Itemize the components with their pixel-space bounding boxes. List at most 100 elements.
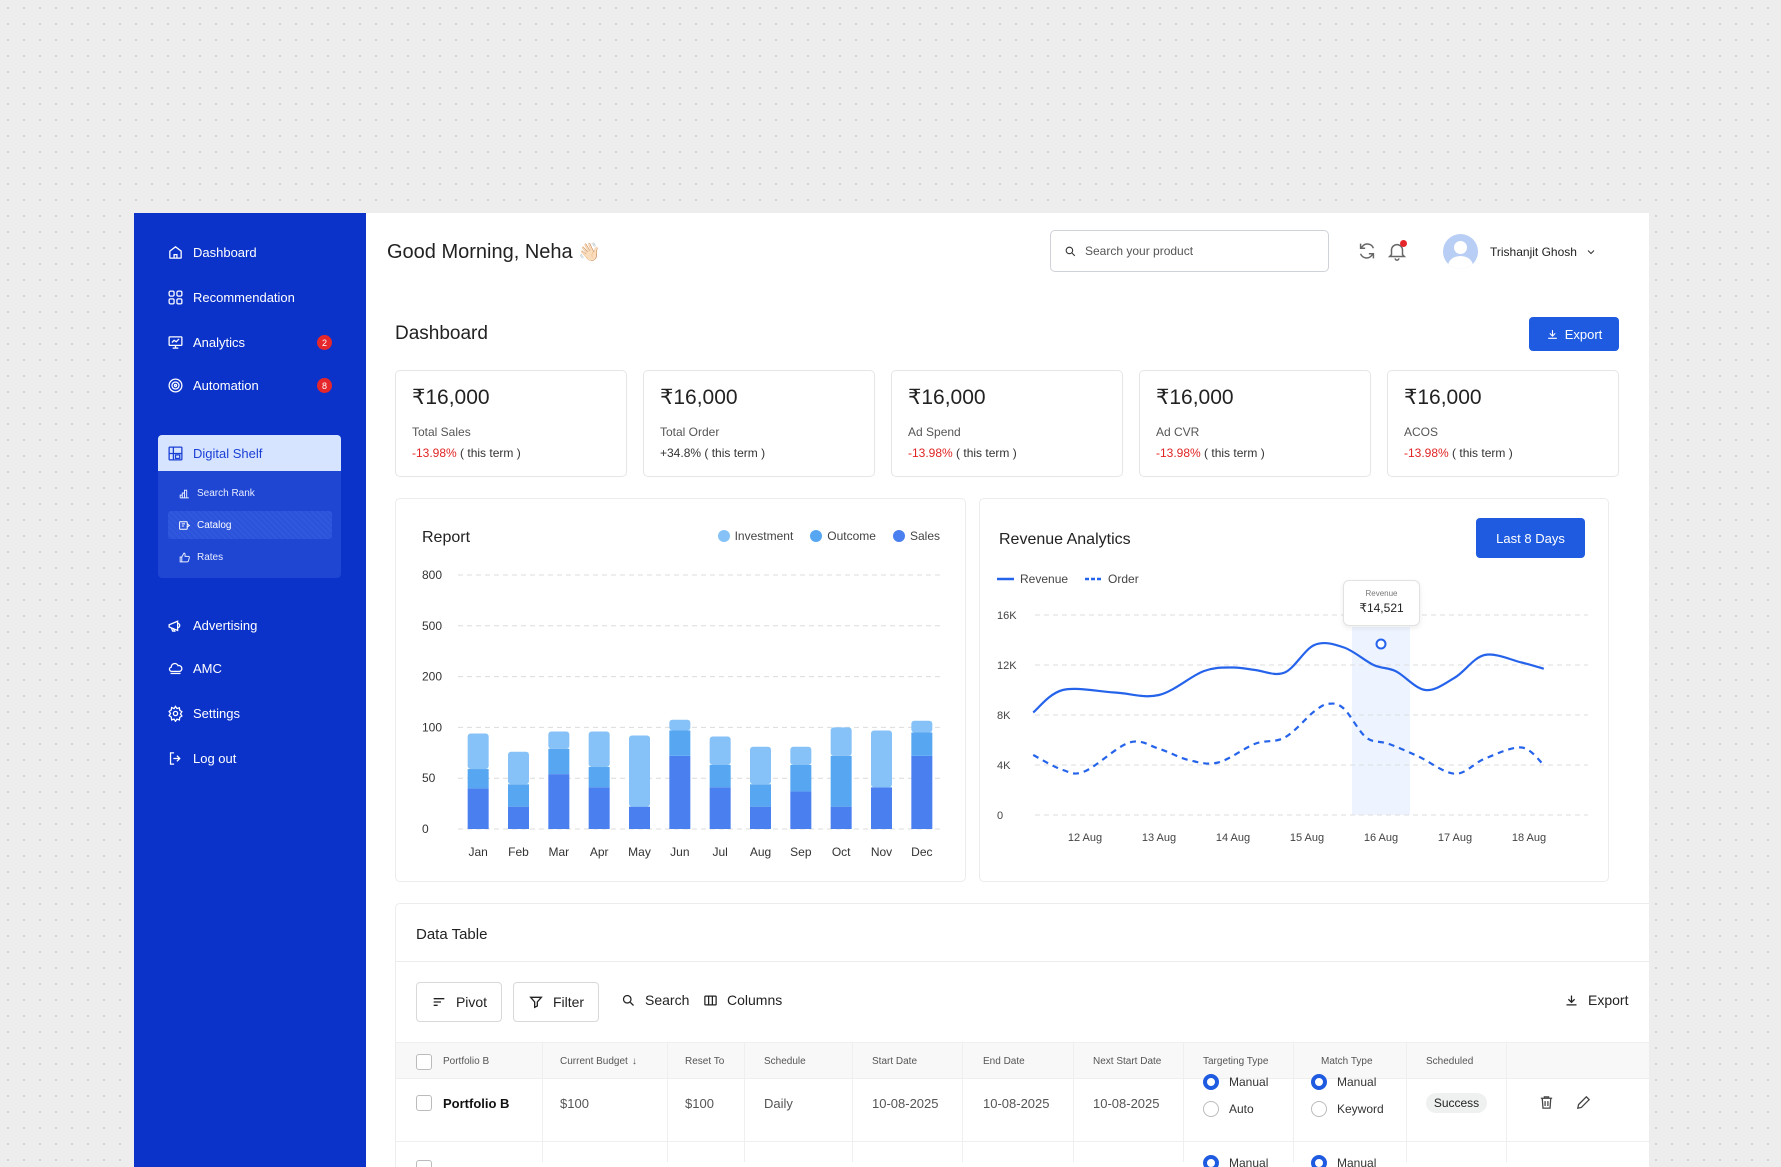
targeting-radio-manual[interactable]: Manual xyxy=(1203,1155,1268,1167)
edit-pencil-icon[interactable] xyxy=(1575,1094,1592,1111)
legend-label: Outcome xyxy=(827,529,876,543)
export-button[interactable]: Export xyxy=(1529,317,1619,351)
y-tick-label: 0 xyxy=(422,822,429,836)
kpi-value: ₹16,000 xyxy=(1404,386,1482,409)
bar-segment-sales xyxy=(911,755,933,829)
revenue-legend: Revenue Order xyxy=(997,572,1139,586)
trash-icon[interactable] xyxy=(1538,1094,1555,1111)
x-tick-label: Oct xyxy=(832,845,851,859)
radio-selected[interactable] xyxy=(1203,1074,1219,1090)
sidebar-subitem-search-rank[interactable]: Search Rank xyxy=(168,479,332,507)
match-radio-manual[interactable]: Manual xyxy=(1311,1155,1376,1167)
y-tick-label: 16K xyxy=(997,610,1017,622)
data-table-panel: Data Table Pivot Filter Search Columns E… xyxy=(395,903,1649,1167)
columns-button[interactable]: Columns xyxy=(703,992,782,1008)
checkbox[interactable] xyxy=(416,1160,432,1167)
sidebar-item-settings[interactable]: Settings xyxy=(158,695,341,731)
revenue-title: Revenue Analytics xyxy=(999,531,1131,548)
checkbox[interactable] xyxy=(416,1095,432,1111)
search-icon xyxy=(1065,246,1076,256)
column-header[interactable]: Schedule xyxy=(764,1056,806,1067)
sidebar-item-digital-shelf[interactable]: Digital Shelf xyxy=(158,435,341,471)
row-checkbox[interactable] xyxy=(416,1156,432,1167)
sidebar-subitem-catalog[interactable]: Catalog xyxy=(168,511,332,539)
notification-badge: 8 xyxy=(317,378,332,393)
match-radio-keyword[interactable]: Keyword xyxy=(1311,1101,1384,1117)
legend-dot xyxy=(810,530,823,542)
sidebar-item-recommendation[interactable]: Recommendation xyxy=(158,279,341,315)
report-legend: Investment Outcome Sales xyxy=(701,529,940,543)
column-header[interactable]: Targeting Type xyxy=(1203,1056,1269,1067)
filter-icon xyxy=(529,996,543,1009)
sidebar-item-advertising[interactable]: Advertising xyxy=(158,607,341,643)
date-range-button[interactable]: Last 8 Days xyxy=(1476,518,1585,558)
kpi-change-suffix: ( this term ) xyxy=(1204,446,1265,460)
sidebar-subitem-label: Rates xyxy=(197,551,224,563)
filter-button[interactable]: Filter xyxy=(513,982,599,1022)
sidebar-item-analytics[interactable]: Analytics 2 xyxy=(158,324,341,360)
radio-unselected[interactable] xyxy=(1311,1101,1327,1117)
targeting-radio-manual[interactable]: Manual xyxy=(1203,1074,1268,1090)
refresh-icon[interactable] xyxy=(1356,240,1378,262)
cell-start-date: 10-08-2025 xyxy=(872,1095,939,1111)
notification-bell[interactable] xyxy=(1386,240,1408,262)
radio-label: Manual xyxy=(1229,1156,1269,1167)
column-header-current-budget[interactable]: Current Budget ↓ xyxy=(560,1043,637,1080)
bar-segment-investment xyxy=(467,733,489,770)
sidebar-item-amc[interactable]: AMC xyxy=(158,650,341,686)
checkbox[interactable] xyxy=(416,1053,432,1070)
kpi-value: ₹16,000 xyxy=(908,386,986,409)
digital-shelf-submenu: Search Rank Catalog Rates xyxy=(158,471,341,578)
bar-segment-sales xyxy=(629,806,650,829)
column-header[interactable]: Start Date xyxy=(872,1056,918,1067)
cell-reset: $100 xyxy=(685,1095,714,1111)
table-export-button[interactable]: Export xyxy=(1564,992,1628,1008)
highlight-band xyxy=(1352,627,1410,815)
match-radio-manual[interactable]: Manual xyxy=(1311,1074,1376,1090)
legend-label: Order xyxy=(1108,572,1139,586)
export-label: Export xyxy=(1564,326,1603,342)
column-header[interactable]: Scheduled xyxy=(1426,1056,1474,1067)
legend-label: Sales xyxy=(909,529,940,543)
tooltip-title: Revenue xyxy=(1365,589,1398,598)
table-search-button[interactable]: Search xyxy=(621,992,689,1008)
column-divider xyxy=(1293,1042,1294,1162)
bar-segment-investment xyxy=(750,746,771,785)
select-all-checkbox[interactable] xyxy=(416,1043,432,1080)
column-header[interactable]: Match Type xyxy=(1321,1056,1373,1067)
y-tick-label: 50 xyxy=(422,771,436,785)
column-header[interactable]: Next Start Date xyxy=(1093,1056,1162,1067)
radio-label: Manual xyxy=(1229,1075,1269,1089)
radio-selected[interactable] xyxy=(1311,1074,1327,1090)
radio-label: Auto xyxy=(1229,1102,1254,1116)
column-header[interactable]: Reset To xyxy=(685,1056,725,1067)
kpi-change-value: -13.98% xyxy=(412,446,457,460)
sidebar-item-dashboard[interactable]: Dashboard xyxy=(158,234,341,270)
targeting-radio-auto[interactable]: Auto xyxy=(1203,1101,1254,1117)
sidebar-item-label: Analytics xyxy=(193,334,246,350)
column-header[interactable]: Portfolio B xyxy=(443,1056,490,1067)
row-checkbox[interactable] xyxy=(416,1091,432,1115)
user-menu[interactable]: Trishanjit Ghosh xyxy=(1443,234,1597,269)
download-icon xyxy=(1566,995,1577,1005)
radio-unselected[interactable] xyxy=(1203,1101,1219,1117)
kpi-card-ad-spend: ₹16,000 Ad Spend -13.98% ( this term ) xyxy=(891,370,1123,477)
table-search-label: Search xyxy=(645,992,690,1008)
sidebar-subitem-rates[interactable]: Rates xyxy=(168,543,332,571)
column-divider xyxy=(1073,1042,1074,1162)
kpi-label: Total Order xyxy=(660,425,720,439)
search-input[interactable]: Search your product xyxy=(1050,230,1329,272)
legend-item-outcome: Outcome xyxy=(810,529,876,543)
pivot-button[interactable]: Pivot xyxy=(416,982,502,1022)
sidebar-item-logout[interactable]: Log out xyxy=(158,740,341,776)
bar-segment-sales xyxy=(548,774,570,829)
megaphone-icon xyxy=(166,616,184,634)
radio-label: Manual xyxy=(1337,1075,1377,1089)
legend-item-sales: Sales xyxy=(892,529,940,543)
sidebar-item-automation[interactable]: Automation 8 xyxy=(158,367,341,403)
radio-selected[interactable] xyxy=(1203,1155,1219,1167)
kpi-change-suffix: ( this term ) xyxy=(704,446,766,460)
column-header[interactable]: End Date xyxy=(983,1056,1025,1067)
series-line-revenue xyxy=(1032,641,1545,714)
radio-selected[interactable] xyxy=(1311,1155,1327,1167)
